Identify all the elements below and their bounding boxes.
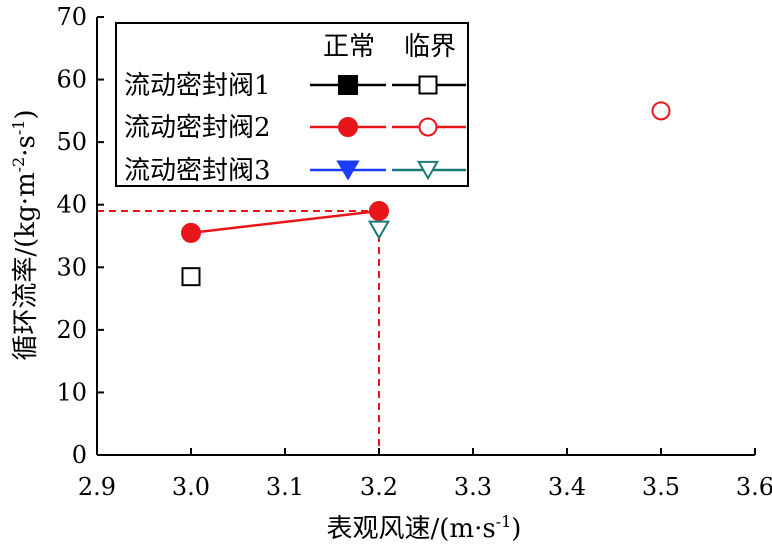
- axes: 2.9 3.0 3.1 3.2 3.3 3.4 3.5 3.6 0 10 20 30 40 50 60 70: [56, 3, 772, 501]
- x-tick-label: 3.6: [736, 473, 772, 501]
- x-tick-label: 3.1: [266, 473, 304, 501]
- legend-marker-normal-2: [338, 117, 358, 137]
- x-tick-label: 3.4: [548, 473, 586, 501]
- x-tick-label: 3.5: [642, 473, 680, 501]
- critical-point-3-1: [367, 220, 391, 240]
- legend-marker-critical-1: [418, 75, 438, 95]
- y-tick-label: 30: [56, 253, 87, 281]
- legend-label-1: 流动密封阀1: [124, 71, 271, 101]
- x-tick-label: 3.0: [172, 473, 210, 501]
- y-tick-label: 20: [56, 316, 87, 344]
- series-line-2: [190, 209, 380, 235]
- normal-point-2-1: [181, 222, 201, 243]
- critical-point-1-1: [181, 267, 201, 287]
- normal-point-2-2: [369, 200, 389, 221]
- legend-marker-critical-3: [416, 160, 440, 181]
- axis-titles: 表观风速/(m·s-1) 循环流率/(kg·m-2·s-1): [9, 109, 521, 544]
- y-axis-title: 循环流率/(kg·m-2·s-1): [9, 109, 41, 360]
- legend-marker-critical-2: [418, 117, 438, 137]
- legend-header-normal: 正常: [323, 32, 375, 62]
- legend-header-critical: 临界: [404, 32, 456, 62]
- x-tick-label: 3.2: [360, 473, 398, 501]
- x-tick-label: 2.9: [78, 473, 116, 501]
- x-tick-label: 3.3: [454, 473, 492, 501]
- y-tick-label: 10: [56, 378, 87, 406]
- legend-marker-normal-1: [338, 75, 358, 95]
- y-tick-label: 60: [56, 66, 87, 94]
- y-tick-label: 0: [72, 441, 87, 469]
- legend-marker-normal-3: [336, 160, 360, 181]
- legend-label-3: 流动密封阀3: [124, 156, 271, 186]
- y-tick-label: 50: [56, 128, 87, 156]
- critical-point-2-1: [651, 101, 671, 121]
- plot-area: [97, 101, 671, 455]
- x-axis-title: 表观风速/(m·s-1): [327, 512, 522, 544]
- legend-label-2: 流动密封阀2: [124, 113, 271, 143]
- y-tick-label: 40: [56, 191, 87, 219]
- y-tick-label: 70: [56, 3, 87, 31]
- legend-box: [115, 22, 469, 187]
